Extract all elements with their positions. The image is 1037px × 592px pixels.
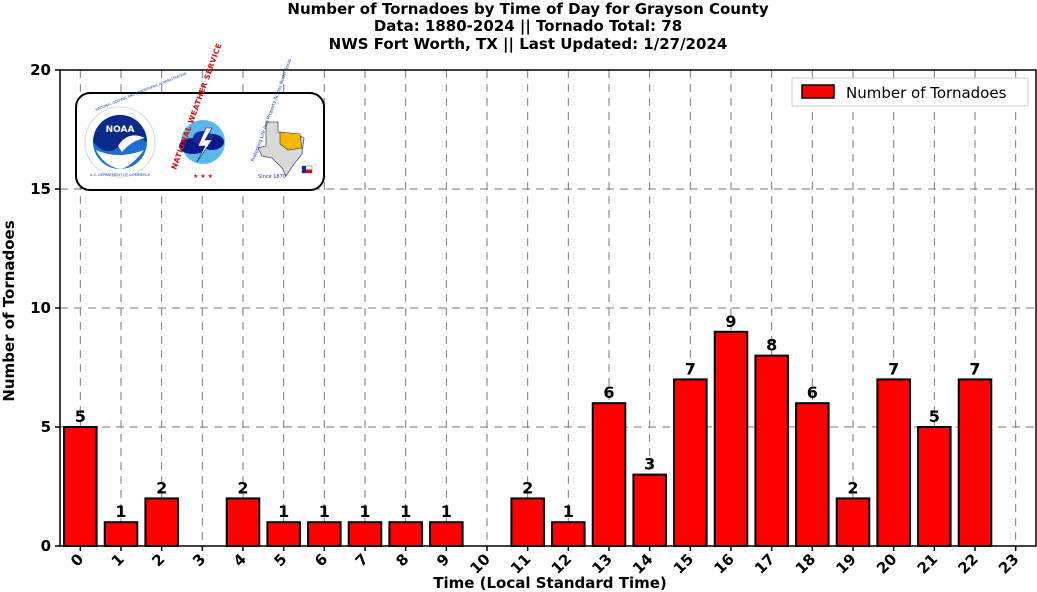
bar-hour-5 xyxy=(266,521,301,548)
y-axis-label: Number of Tornadoes xyxy=(0,220,18,401)
noaa-bottom-text: U.S. DEPARTMENT OF COMMERCE xyxy=(90,173,151,177)
data-label-hour-16: 9 xyxy=(725,312,736,331)
data-labels: 5 1 2 2 1 1 1 1 1 2 1 6 3 7 9 8 6 2 7 5 7 xyxy=(75,312,981,521)
data-label-hour-14: 3 xyxy=(644,455,655,474)
bar-hour-20 xyxy=(876,378,911,547)
bar-hour-2 xyxy=(144,497,179,547)
x-tick-label-4: 4 xyxy=(230,550,250,570)
x-tick-label-21: 21 xyxy=(914,550,941,577)
y-tick-label: 0 xyxy=(41,537,51,555)
data-label-hour-5: 1 xyxy=(278,502,289,521)
x-tick-label-20: 20 xyxy=(873,550,900,577)
noaa-logo-text: NOAA xyxy=(106,125,135,135)
bar-hour-8 xyxy=(388,521,423,548)
texas-logo: Protecting Life And Property Across Nort… xyxy=(250,57,318,180)
x-tick-label-19: 19 xyxy=(832,550,859,577)
x-tick-label-15: 15 xyxy=(670,550,697,577)
data-label-hour-21: 5 xyxy=(929,407,940,426)
x-tick-label-9: 9 xyxy=(433,550,453,570)
x-tick-label-3: 3 xyxy=(189,550,209,570)
x-tick-label-17: 17 xyxy=(751,550,778,577)
chart-title: Number of Tornadoes by Time of Day for G… xyxy=(287,0,768,54)
data-label-hour-20: 7 xyxy=(888,359,899,378)
x-tick-label-22: 22 xyxy=(954,550,981,577)
data-label-hour-0: 5 xyxy=(75,407,86,426)
x-tick-label-2: 2 xyxy=(148,550,168,570)
title-line-1: Number of Tornadoes by Time of Day for G… xyxy=(287,0,768,18)
data-label-hour-12: 1 xyxy=(563,502,574,521)
data-label-hour-11: 2 xyxy=(522,478,533,497)
bar-hour-14 xyxy=(632,473,667,548)
bar-hour-21 xyxy=(917,426,952,547)
y-tick-label: 15 xyxy=(30,180,51,198)
texas-since-text: Since 1870 xyxy=(258,174,286,180)
legend-label: Number of Tornadoes xyxy=(846,84,1007,102)
y-tick-label: 10 xyxy=(30,299,51,317)
x-tick-label-8: 8 xyxy=(392,550,412,570)
bar-hour-1 xyxy=(103,521,139,548)
y-tick-label: 5 xyxy=(41,418,51,436)
x-tick-label-1: 1 xyxy=(108,550,128,570)
x-tick-label-18: 18 xyxy=(792,550,819,577)
data-label-hour-6: 1 xyxy=(319,502,330,521)
data-label-hour-1: 1 xyxy=(115,502,126,521)
title-line-2: Data: 1880-2024 || Tornado Total: 78 xyxy=(374,17,682,36)
bar-hour-19 xyxy=(835,497,871,547)
legend-swatch xyxy=(801,84,835,99)
data-label-hour-9: 1 xyxy=(441,502,452,521)
legend: Number of Tornadoes xyxy=(791,77,1029,107)
bar-hour-12 xyxy=(551,521,586,548)
bar-hour-15 xyxy=(673,378,708,547)
bar-hour-22 xyxy=(957,378,993,547)
bar-hour-17 xyxy=(754,354,789,547)
bar-hour-7 xyxy=(347,521,383,548)
data-label-hour-8: 1 xyxy=(400,502,411,521)
data-label-hour-13: 6 xyxy=(603,383,614,402)
x-tick-label-23: 23 xyxy=(995,550,1022,577)
data-label-hour-7: 1 xyxy=(359,502,370,521)
bar-hour-18 xyxy=(795,402,830,548)
data-label-hour-4: 2 xyxy=(237,478,248,497)
data-label-hour-22: 7 xyxy=(969,359,980,378)
bars xyxy=(63,330,993,548)
data-label-hour-19: 2 xyxy=(847,478,858,497)
y-tick-label: 20 xyxy=(30,61,51,79)
bar-hour-16 xyxy=(713,330,749,547)
x-tick-label-16: 16 xyxy=(710,550,737,577)
title-line-3: NWS Fort Worth, TX || Last Updated: 1/27… xyxy=(329,35,728,54)
data-label-hour-18: 6 xyxy=(807,383,818,402)
data-label-hour-15: 7 xyxy=(685,359,696,378)
x-tick-label-7: 7 xyxy=(352,550,372,570)
logo-panel: NOAA NATIONAL OCEANIC AND ATMOSPHERIC AD… xyxy=(75,42,325,191)
y-axis-ticks: 0 5 10 15 20 xyxy=(30,61,60,555)
data-label-hour-17: 8 xyxy=(766,336,777,355)
x-tick-label-5: 5 xyxy=(270,550,290,570)
x-tick-label-0: 0 xyxy=(67,550,87,570)
x-tick-label-6: 6 xyxy=(311,550,331,570)
bar-hour-6 xyxy=(307,521,342,548)
bar-hour-11 xyxy=(510,497,545,547)
nws-stars: ★ ★ ★ xyxy=(193,173,213,180)
bar-hour-0 xyxy=(63,426,98,547)
x-axis-label: Time (Local Standard Time) xyxy=(433,574,667,592)
bar-hour-4 xyxy=(225,497,261,547)
bar-hour-9 xyxy=(429,521,464,548)
bar-hour-13 xyxy=(591,402,627,548)
x-axis-ticks: 0 1 2 3 4 5 6 7 8 9 10 11 12 13 14 15 16 17 18 19 20 21 22 23 xyxy=(67,546,1022,578)
data-label-hour-2: 2 xyxy=(156,478,167,497)
